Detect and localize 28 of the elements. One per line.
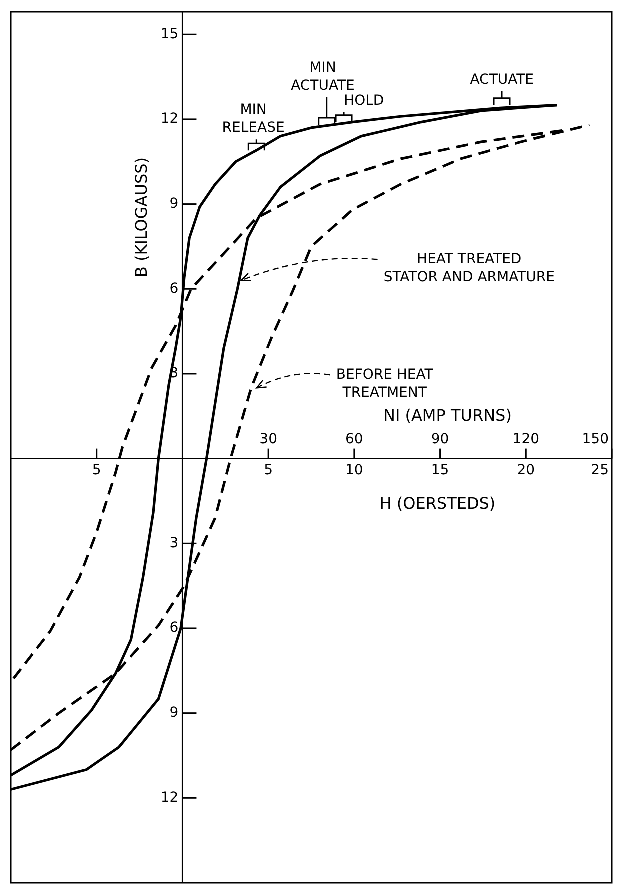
x-tick-label: 15 bbox=[431, 462, 450, 478]
x2-tick-label: 90 bbox=[431, 431, 450, 448]
annotation: MIN RELEASE bbox=[222, 102, 285, 136]
x2-tick-label: 30 bbox=[260, 431, 278, 448]
y-tick-label: 6 bbox=[170, 280, 179, 297]
y-tick-label: 15 bbox=[160, 26, 179, 42]
y-tick-label: 9 bbox=[170, 196, 179, 212]
x-tick-label: 5 bbox=[92, 462, 102, 478]
annotation: HEAT TREATED STATOR AND ARMATURE bbox=[384, 251, 555, 286]
x-tick-label: 25 bbox=[591, 462, 610, 478]
x-tick-label: 5 bbox=[264, 462, 274, 478]
annotation: ACTUATE bbox=[470, 72, 534, 88]
x-tick-label: 10 bbox=[346, 462, 364, 478]
y-tick-label: 12 bbox=[160, 790, 179, 806]
annotation: MIN ACTUATE bbox=[291, 60, 355, 94]
x2-tick-label: 120 bbox=[512, 431, 540, 448]
x-axis-title: H (OERSTEDS) bbox=[380, 494, 496, 513]
x-tick-label: 20 bbox=[517, 462, 536, 478]
y-tick-label: 6 bbox=[170, 620, 179, 636]
annotation: HOLD bbox=[344, 92, 384, 109]
x2-axis-title: NI (AMP TURNS) bbox=[383, 406, 512, 425]
x2-tick-label: 60 bbox=[346, 431, 364, 448]
y-axis-title: B (KILOGAUSS) bbox=[132, 158, 151, 278]
annotation: BEFORE HEAT TREATMENT bbox=[336, 366, 434, 401]
x2-tick-label: 150 bbox=[582, 431, 610, 448]
y-tick-label: 3 bbox=[170, 535, 179, 552]
y-tick-label: 12 bbox=[160, 111, 179, 128]
y-tick-label: 9 bbox=[170, 704, 179, 721]
